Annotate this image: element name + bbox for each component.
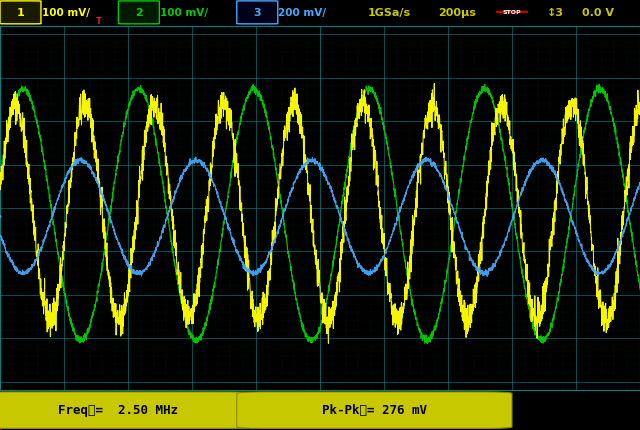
Text: 1: 1 xyxy=(17,8,24,18)
Text: ↕3: ↕3 xyxy=(547,8,564,18)
Text: 200μs: 200μs xyxy=(438,8,476,18)
Text: 0.0 V: 0.0 V xyxy=(582,8,614,18)
Text: 2: 2 xyxy=(135,8,143,18)
FancyBboxPatch shape xyxy=(237,2,278,25)
Text: 3: 3 xyxy=(253,8,261,18)
Text: →: → xyxy=(0,212,2,222)
FancyBboxPatch shape xyxy=(237,392,512,428)
FancyBboxPatch shape xyxy=(0,2,41,25)
Text: T: T xyxy=(96,17,102,26)
Text: 100 mV/: 100 mV/ xyxy=(160,8,208,18)
FancyBboxPatch shape xyxy=(0,392,256,428)
Text: 200 mV/: 200 mV/ xyxy=(278,8,326,18)
Circle shape xyxy=(496,12,528,13)
Text: 1GSa/s: 1GSa/s xyxy=(368,8,411,18)
Text: STOP: STOP xyxy=(502,10,522,15)
Text: 100 mV/: 100 mV/ xyxy=(42,8,90,18)
FancyBboxPatch shape xyxy=(118,2,159,25)
Text: Freq③=  2.50 MHz: Freq③= 2.50 MHz xyxy=(58,403,179,416)
Text: Pk-Pk③= 276 mV: Pk-Pk③= 276 mV xyxy=(322,403,427,416)
